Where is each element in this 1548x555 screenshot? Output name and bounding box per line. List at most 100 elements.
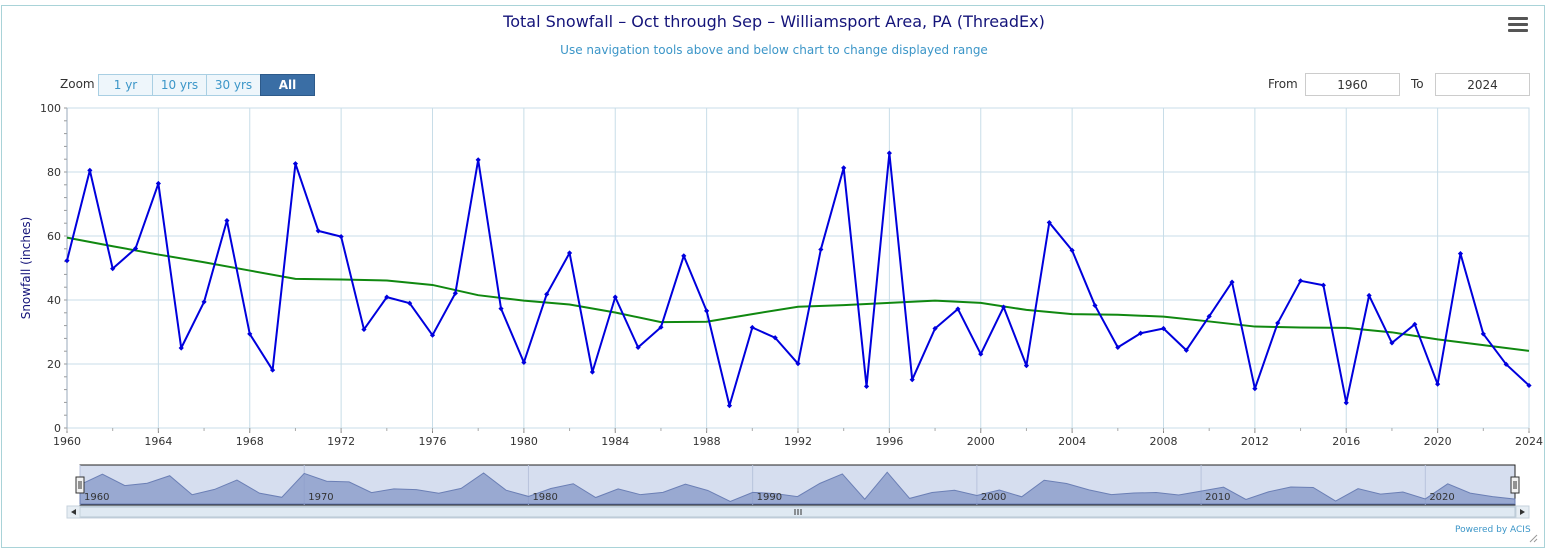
y-tick-label: 60	[47, 230, 61, 243]
snowfall-point[interactable]	[589, 369, 596, 375]
snowfall-point[interactable]	[110, 266, 116, 272]
y-tick-label: 100	[40, 102, 61, 115]
snowfall-point[interactable]	[1023, 363, 1030, 369]
series-layer	[64, 150, 1532, 409]
snowfall-point[interactable]	[247, 331, 253, 337]
snowfall-point[interactable]	[955, 306, 961, 312]
navigator-label: 1960	[84, 492, 109, 503]
snowfall-point[interactable]	[1366, 292, 1372, 299]
snowfall-point[interactable]	[1252, 386, 1258, 392]
navigator-label: 1970	[308, 492, 333, 503]
y-tick-label: 80	[47, 166, 61, 179]
arrow-left-icon	[71, 509, 76, 515]
snowfall-point[interactable]	[886, 150, 892, 156]
x-tick-label: 1976	[419, 435, 447, 448]
x-tick-label: 1960	[53, 435, 81, 448]
snowfall-point[interactable]	[1183, 347, 1189, 353]
snowfall-point[interactable]	[841, 165, 847, 171]
snowfall-point[interactable]	[178, 345, 184, 351]
snowfall-point[interactable]	[475, 157, 481, 163]
y-axis: 0 20 40 60 80 100	[40, 102, 68, 435]
snowfall-point[interactable]	[1275, 320, 1281, 326]
x-tick-label: 2000	[967, 435, 995, 448]
snowfall-point[interactable]	[361, 326, 367, 333]
snowfall-point[interactable]	[1160, 325, 1167, 332]
snowfall-point[interactable]	[1092, 302, 1098, 309]
snowfall-point[interactable]	[1526, 382, 1532, 389]
snowfall-point[interactable]	[544, 291, 550, 297]
snowfall-point[interactable]	[1046, 219, 1052, 226]
snowfall-point[interactable]	[658, 324, 664, 330]
snowfall-point[interactable]	[612, 294, 618, 300]
snowfall-point[interactable]	[292, 161, 299, 167]
snowfall-point[interactable]	[224, 218, 230, 224]
snowfall-point[interactable]	[635, 344, 641, 350]
snowfall-point[interactable]	[978, 351, 984, 357]
snowfall-point[interactable]	[1206, 313, 1212, 319]
snowfall-point[interactable]	[818, 246, 824, 253]
x-tick-label: 1980	[510, 435, 538, 448]
snowfall-point[interactable]	[155, 180, 161, 187]
snowfall-point[interactable]	[772, 335, 778, 341]
snowfall-point[interactable]	[1435, 381, 1441, 387]
navigator-area	[79, 471, 1516, 505]
snowfall-point[interactable]	[64, 258, 70, 264]
snowfall-point[interactable]	[132, 245, 139, 252]
snowfall-point[interactable]	[1503, 361, 1509, 367]
y-tick-label: 40	[47, 294, 61, 307]
snowfall-point[interactable]	[1320, 282, 1327, 288]
snowfall-point[interactable]	[1069, 247, 1075, 253]
snowfall-point[interactable]	[681, 253, 687, 259]
navigator-right-handle[interactable]	[1510, 476, 1520, 494]
x-tick-label: 2020	[1424, 435, 1452, 448]
snowfall-point[interactable]	[338, 234, 344, 240]
x-tick-label: 2004	[1058, 435, 1086, 448]
snowfall-point[interactable]	[795, 361, 801, 367]
snowfall-point[interactable]	[932, 325, 938, 332]
snowfall-point[interactable]	[87, 167, 93, 173]
snowfall-point[interactable]	[1412, 321, 1418, 327]
to-input[interactable]	[1435, 73, 1530, 96]
snowfall-point[interactable]	[1115, 344, 1121, 350]
snowfall-point[interactable]	[1138, 330, 1144, 336]
snowfall-point[interactable]	[749, 324, 755, 331]
snowfall-point[interactable]	[1343, 400, 1349, 406]
snowfall-point[interactable]	[1000, 304, 1007, 310]
x-tick-label: 2012	[1241, 435, 1269, 448]
chart-title: Total Snowfall – Oct through Sep – Willi…	[503, 12, 1045, 31]
trend-line	[66, 236, 1530, 352]
snowfall-point[interactable]	[269, 367, 276, 373]
snowfall-point[interactable]	[521, 359, 527, 365]
zoom-label: Zoom	[60, 77, 95, 91]
arrow-right-icon	[1520, 509, 1525, 515]
y-axis-label: Snowfall (inches)	[19, 217, 33, 320]
snowfall-point[interactable]	[726, 403, 733, 409]
y-tick-label: 0	[54, 422, 61, 435]
snowfall-point[interactable]	[909, 377, 915, 383]
snowfall-point[interactable]	[1389, 340, 1395, 346]
x-tick-label: 1984	[601, 435, 629, 448]
hamburger-menu-icon[interactable]	[1508, 17, 1528, 35]
snowfall-point[interactable]	[1229, 279, 1235, 285]
snowfall-point[interactable]	[566, 250, 573, 256]
zoom-all-button[interactable]: All	[260, 74, 315, 96]
navigator-label: 1980	[532, 492, 557, 503]
zoom-10yrs-button[interactable]: 10 yrs	[152, 74, 207, 96]
snowfall-point[interactable]	[704, 308, 710, 314]
snowfall-point[interactable]	[498, 306, 504, 312]
snowfall-point[interactable]	[201, 299, 207, 305]
snowfall-point[interactable]	[429, 332, 436, 338]
snowfall-point[interactable]	[1480, 331, 1486, 337]
snowfall-point[interactable]	[1297, 278, 1304, 284]
snowfall-point[interactable]	[384, 294, 390, 300]
snowfall-point[interactable]	[863, 383, 870, 389]
snowfall-point[interactable]	[407, 300, 413, 306]
navigator-label: 1990	[757, 492, 782, 503]
snowfall-point[interactable]	[1457, 251, 1464, 257]
snowfall-point[interactable]	[315, 228, 321, 234]
x-axis: 1960 1964 1968 1972 1976 1980 1984 1988 1992 1996…	[53, 428, 1543, 448]
from-input[interactable]	[1305, 73, 1400, 96]
navigator-left-handle[interactable]	[75, 476, 85, 494]
snowfall-point[interactable]	[452, 290, 458, 296]
